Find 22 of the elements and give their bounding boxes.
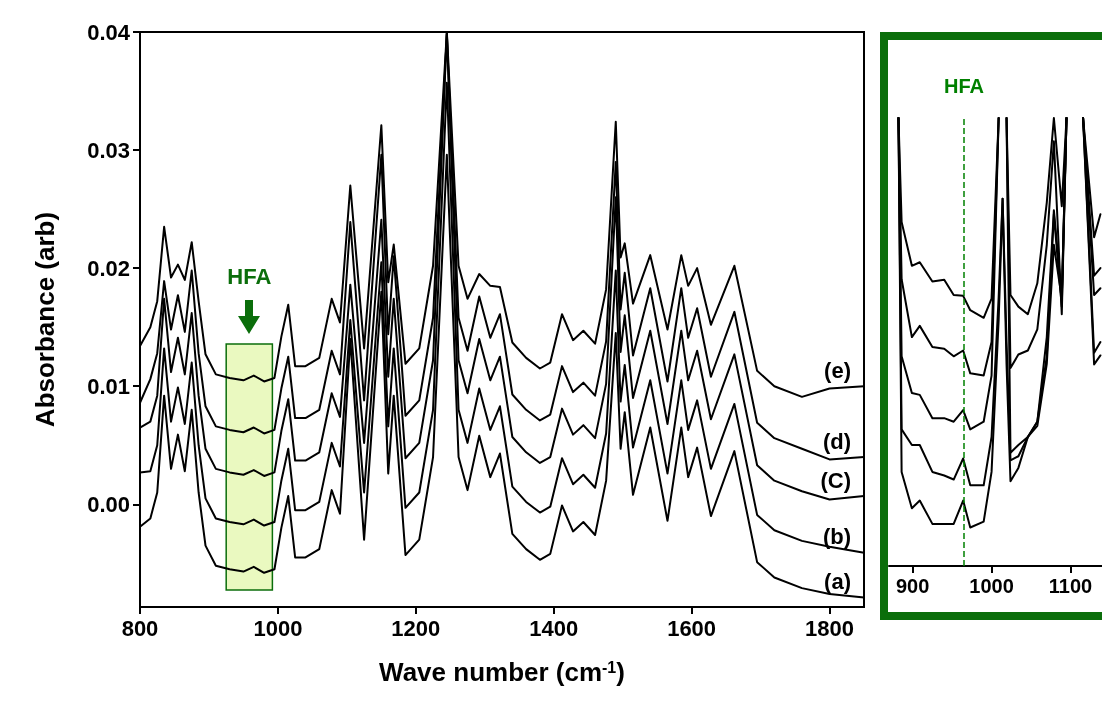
x-tick-label: 1100 — [1048, 575, 1093, 597]
series-label: (C) — [820, 467, 851, 493]
series-label: (e) — [824, 357, 851, 383]
y-tick-label: 0.01 — [87, 373, 130, 399]
x-tick-label: 900 — [895, 575, 930, 597]
band-label: HFA — [227, 263, 272, 289]
y-tick-label: 0.03 — [87, 137, 130, 163]
x-tick-label: 1000 — [969, 575, 1014, 597]
ref-line-label: HFA — [943, 75, 984, 97]
y-tick-label: 0.04 — [87, 19, 131, 45]
x-tick-label: 1000 — [253, 615, 303, 641]
x-tick-label: 1800 — [805, 615, 854, 641]
x-tick-label: 1400 — [529, 615, 579, 641]
series-label: (a) — [824, 569, 851, 595]
x-tick-label: 1600 — [667, 615, 717, 641]
x-tick-label: 1200 — [391, 615, 441, 641]
x-tick-label: 800 — [121, 615, 159, 641]
y-axis-title: Absorbance (arb) — [30, 211, 60, 428]
y-tick-label: 0.02 — [87, 255, 130, 281]
series-label: (d) — [822, 428, 851, 454]
series-label: (b) — [822, 524, 851, 550]
y-tick-label: 0.00 — [87, 491, 130, 517]
